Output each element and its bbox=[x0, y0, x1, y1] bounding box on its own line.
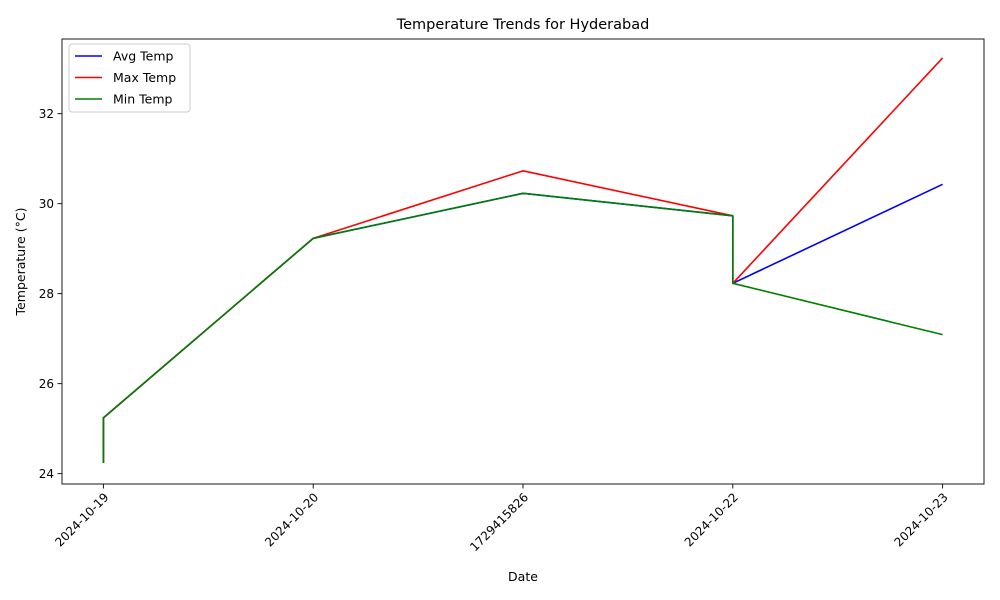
y-tick-label: 24 bbox=[39, 467, 54, 481]
y-tick-label: 26 bbox=[39, 377, 54, 391]
legend: Avg Temp Max Temp Min Temp bbox=[68, 43, 191, 113]
legend-box bbox=[68, 43, 191, 113]
legend-label: Max Temp bbox=[113, 70, 176, 85]
series-layer bbox=[102, 57, 944, 463]
chart-title: Temperature Trends for Hyderabad bbox=[396, 17, 650, 33]
y-axis-ticks: 24 26 28 30 32 bbox=[39, 107, 62, 481]
y-tick-label: 28 bbox=[39, 287, 54, 301]
series-line-2 bbox=[102, 192, 943, 463]
x-axis-label: Date bbox=[508, 569, 538, 584]
y-tick-label: 32 bbox=[39, 107, 54, 121]
legend-label: Avg Temp bbox=[113, 49, 174, 64]
y-tick-label: 30 bbox=[39, 197, 54, 211]
legend-label: Min Temp bbox=[113, 92, 173, 107]
y-axis-label: Temperature (°C) bbox=[13, 208, 28, 317]
